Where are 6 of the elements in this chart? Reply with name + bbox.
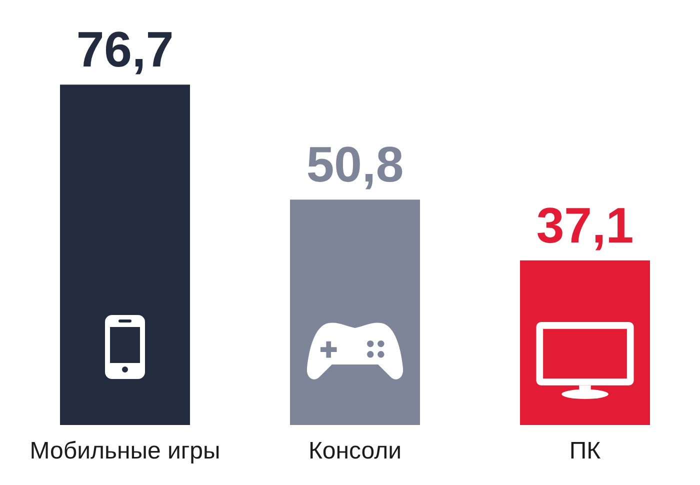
x-tick-label: Мобильные игры (30, 438, 220, 464)
data-label: 76,7 (76, 22, 174, 78)
data-label: 50,8 (306, 136, 404, 193)
data-label: 37,1 (536, 197, 634, 254)
x-tick-label: ПК (569, 438, 601, 464)
x-tick-label: Консоли (308, 438, 402, 464)
